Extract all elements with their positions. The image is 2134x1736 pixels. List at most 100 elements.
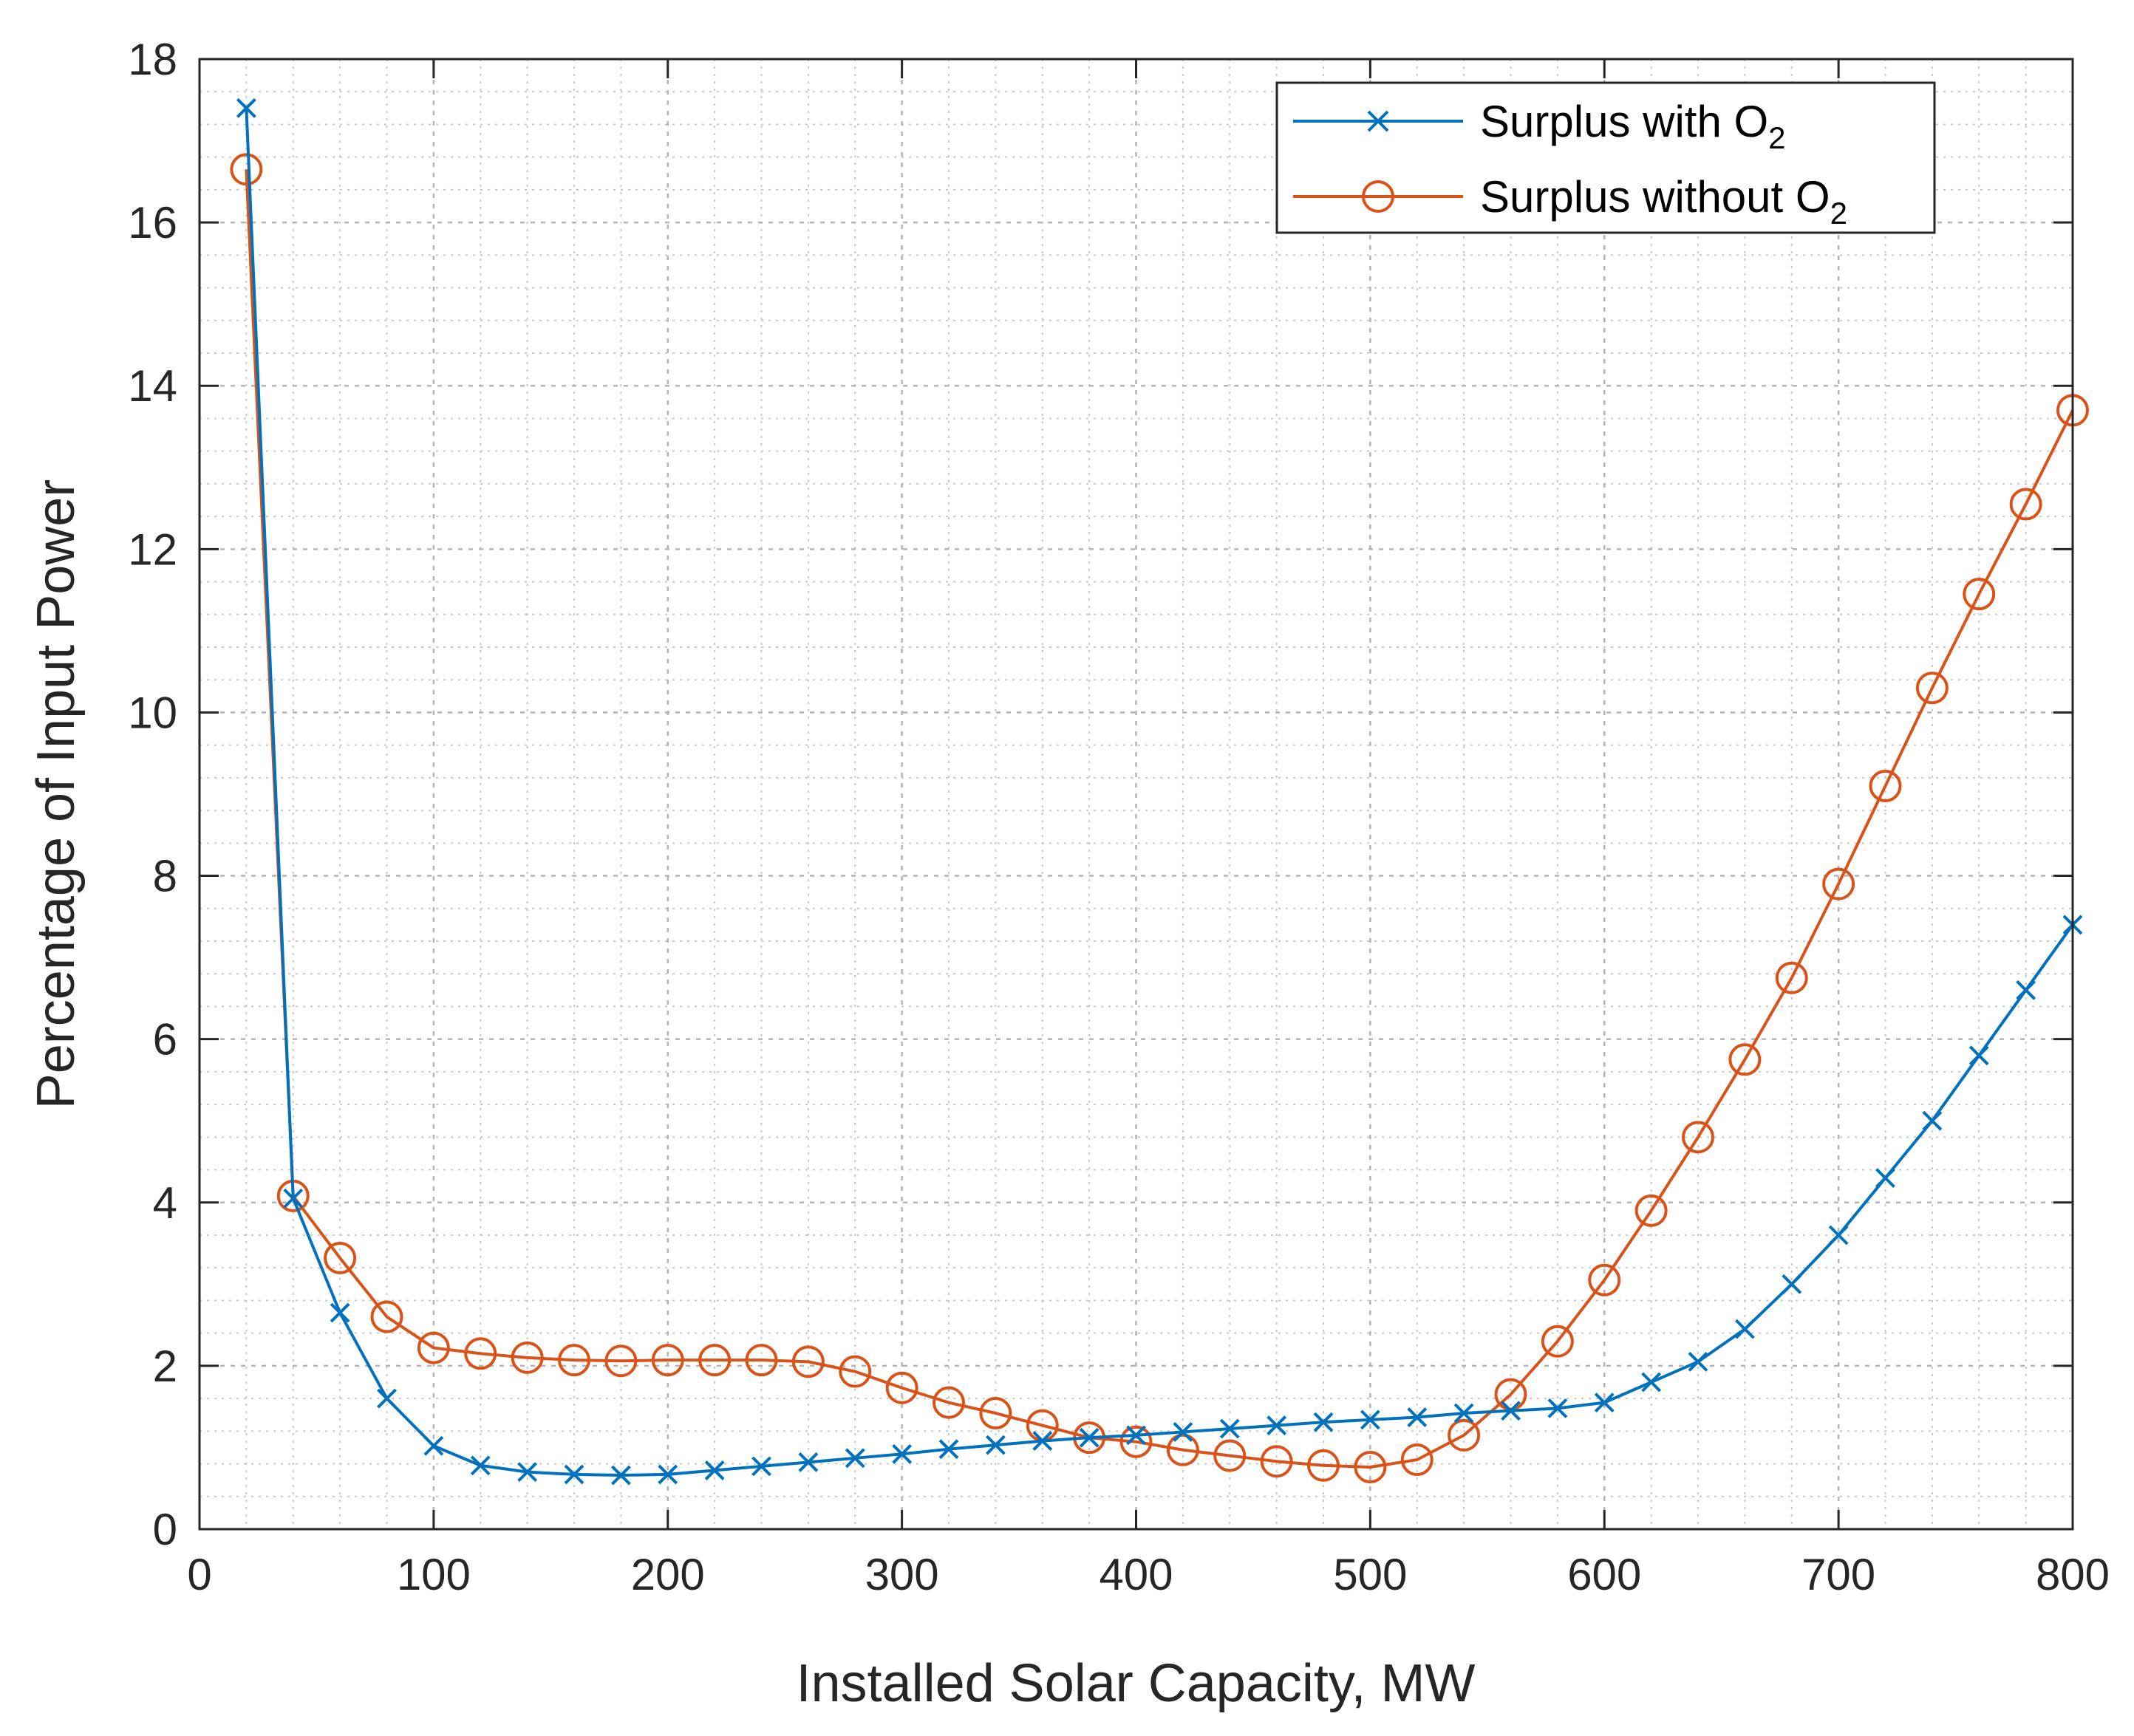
- series-2-point: [979, 1397, 1012, 1430]
- series-2-point: [230, 153, 263, 186]
- x-tick-label: 700: [1801, 1550, 1875, 1599]
- series-2-point: [604, 1344, 638, 1378]
- series-2-point: [839, 1355, 872, 1388]
- series-1-point: [1173, 1422, 1193, 1442]
- series-2-point: [2009, 488, 2042, 521]
- series-1-point: [1267, 1415, 1287, 1436]
- series-2-point: [745, 1344, 778, 1377]
- series-1-point: [1688, 1351, 1708, 1372]
- x-tick-label: 0: [187, 1550, 211, 1599]
- series-2-point: [1307, 1449, 1340, 1482]
- series-2: [230, 153, 2089, 1483]
- series-2-point: [791, 1345, 825, 1378]
- y-tick-label: 18: [128, 35, 177, 84]
- axis-ticks: [198, 58, 2074, 1531]
- series-2-point: [1260, 1445, 1293, 1478]
- y-tick-label: 8: [153, 852, 177, 901]
- series-2-point: [1869, 769, 1902, 802]
- x-tick-label: 600: [1567, 1550, 1641, 1599]
- y-tick-label: 0: [153, 1505, 177, 1554]
- series-1-point: [1782, 1274, 1802, 1294]
- series-1-point: [1641, 1372, 1662, 1392]
- series-1-point: [1032, 1431, 1053, 1452]
- y-axis-title: Percentage of Input Power: [27, 479, 86, 1110]
- legend-marker-series-2: [1362, 180, 1394, 213]
- series-1-point: [1079, 1427, 1100, 1448]
- series-2-point: [1166, 1433, 1199, 1466]
- series-1-point: [2016, 980, 2036, 1000]
- series-1-point: [1126, 1425, 1146, 1446]
- series-2-point: [417, 1331, 450, 1364]
- series-1-point: [564, 1464, 584, 1485]
- series-1-point: [1360, 1409, 1380, 1430]
- series-2-line: [245, 169, 2074, 1469]
- x-axis-title: Installed Solar Capacity, MW: [797, 1654, 1476, 1713]
- series-2-point: [698, 1344, 732, 1377]
- x-tick-label: 200: [631, 1550, 705, 1599]
- series-1-point: [1594, 1392, 1615, 1413]
- x-tick-label: 400: [1099, 1550, 1173, 1599]
- series-1-point: [236, 98, 256, 118]
- series-1-point: [610, 1465, 631, 1486]
- series-1-point: [330, 1302, 350, 1323]
- series-1-point: [938, 1439, 959, 1460]
- y-tick-labels: 0 2 4 6 8 10 12 14 16 18: [128, 35, 177, 1554]
- series-2-point: [651, 1344, 684, 1377]
- series-2-point: [1448, 1418, 1481, 1452]
- series-1-point: [1968, 1045, 1989, 1066]
- series-1: [236, 98, 2083, 1486]
- series-1-point: [845, 1448, 865, 1469]
- series-2-point: [1682, 1121, 1714, 1154]
- legend-label-series-1: Surplus with O2: [1480, 97, 1786, 155]
- series-2-point: [1588, 1263, 1621, 1296]
- series-2-point: [1119, 1425, 1153, 1458]
- series-1-point: [704, 1460, 725, 1480]
- series-1-point: [1313, 1412, 1334, 1432]
- series-2-point: [511, 1341, 544, 1374]
- y-tick-label: 4: [153, 1178, 177, 1228]
- series-1-point: [1501, 1401, 1521, 1421]
- series-2-point: [1213, 1439, 1247, 1472]
- series-1-point: [1407, 1407, 1428, 1427]
- series-1-point: [470, 1455, 491, 1476]
- x-tick-label: 500: [1333, 1550, 1407, 1599]
- series-2-point: [1634, 1194, 1668, 1227]
- series-1-point: [892, 1443, 913, 1464]
- series-2-point: [370, 1300, 403, 1333]
- series-2-point: [324, 1241, 357, 1274]
- series-1-point: [658, 1464, 678, 1485]
- series-1-point: [283, 1188, 304, 1209]
- series-1-point: [1547, 1398, 1568, 1418]
- y-tick-label: 12: [128, 524, 177, 574]
- y-tick-label: 6: [153, 1015, 177, 1065]
- y-tick-label: 2: [153, 1342, 177, 1391]
- series-2-point: [1822, 867, 1855, 901]
- series-1-point: [1922, 1110, 1943, 1131]
- x-tick-label: 800: [2036, 1550, 2110, 1599]
- legend: Surplus with O2 Surplus without O2: [1275, 81, 1936, 234]
- series-2-point: [885, 1371, 918, 1404]
- series-1-point: [423, 1435, 444, 1456]
- legend-label-series-2: Surplus without O2: [1480, 172, 1847, 230]
- series-1-point: [517, 1462, 538, 1483]
- y-tick-label: 16: [128, 198, 177, 247]
- series-2-point: [1728, 1043, 1762, 1076]
- series-2-point: [1775, 961, 1808, 994]
- series-2-point: [933, 1386, 965, 1419]
- series-2-point: [1915, 671, 1949, 705]
- series-1-point: [1875, 1168, 1895, 1189]
- x-tick-label: 300: [865, 1550, 939, 1599]
- minor-grid: [200, 59, 2073, 1529]
- series-1-point: [1828, 1225, 1849, 1245]
- y-tick-label: 10: [128, 688, 177, 737]
- y-tick-label: 14: [128, 361, 177, 411]
- series-1-point: [377, 1388, 397, 1409]
- series-1-point: [798, 1452, 819, 1472]
- series-1-point: [1453, 1403, 1474, 1424]
- series-layer: [230, 98, 2089, 1486]
- series-1-point: [751, 1456, 771, 1477]
- x-tick-labels: 0 100 200 300 400 500 600 700 800: [187, 1550, 2110, 1599]
- series-2-point: [1400, 1443, 1434, 1477]
- series-2-point: [1541, 1325, 1574, 1358]
